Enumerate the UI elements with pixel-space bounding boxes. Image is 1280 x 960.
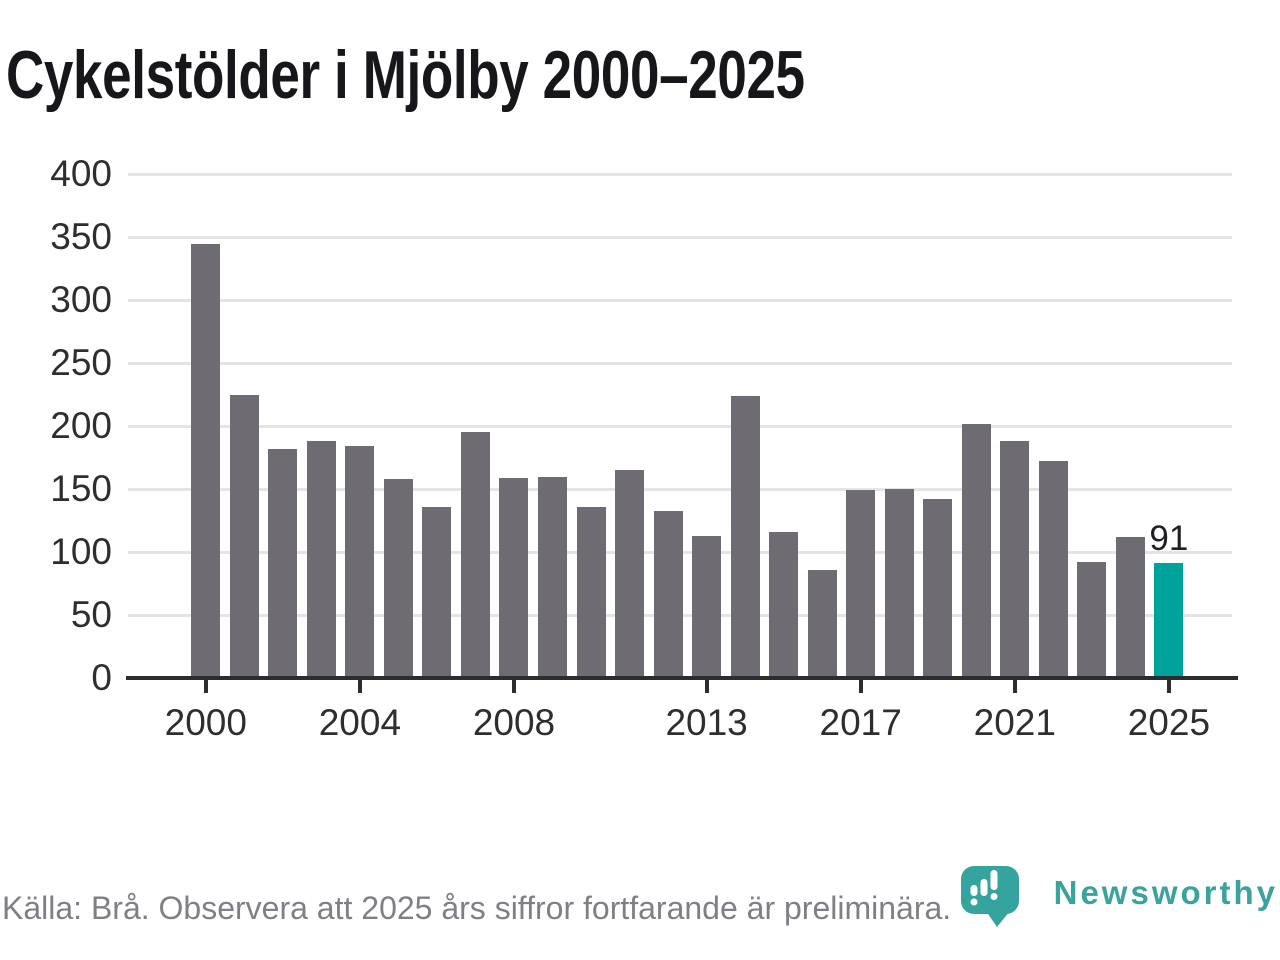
- bar-2022: [1038, 461, 1068, 678]
- bar-2014: [730, 395, 760, 678]
- gridline-y-150: [128, 488, 1232, 492]
- bar-2019: [923, 499, 953, 678]
- bar-2015: [769, 531, 799, 678]
- x-axis-tick-2013: [704, 680, 709, 693]
- x-axis-tick-2025: [1166, 680, 1171, 693]
- y-axis-tick-label: 350: [50, 216, 112, 258]
- bar-2012: [653, 510, 683, 678]
- bar-2003: [306, 441, 336, 678]
- y-axis-tick-label: 200: [50, 405, 112, 447]
- y-axis-tick-label: 300: [50, 279, 112, 321]
- gridline-y-300: [128, 299, 1232, 303]
- gridline-y-350: [128, 236, 1232, 240]
- bar-2011: [615, 470, 645, 678]
- bar-2008: [499, 477, 529, 678]
- bar-2010: [576, 506, 606, 678]
- bar-2023: [1077, 562, 1107, 678]
- newsworthy-wordmark: Newsworthy: [1053, 874, 1278, 911]
- y-axis-tick-label: 250: [50, 342, 112, 384]
- gridline-y-200: [128, 425, 1232, 429]
- bar-2018: [884, 489, 914, 678]
- x-axis-tick-2004: [357, 680, 362, 693]
- bar-2007: [460, 432, 490, 678]
- highlight-value-label: 91: [1149, 519, 1189, 559]
- x-axis-tick-label: 2017: [819, 702, 902, 743]
- y-axis-tick-label: 0: [91, 657, 112, 698]
- bar-2001: [229, 394, 259, 678]
- bar-2013: [692, 535, 722, 678]
- bar-2021: [1000, 441, 1030, 678]
- y-axis-tick-label: 150: [50, 468, 112, 510]
- x-axis-tick-label: 2025: [1127, 702, 1211, 743]
- bar-2017: [846, 490, 876, 678]
- x-axis-tick-label: 2013: [665, 702, 748, 743]
- source-note: Källa: Brå. Observera att 2025 års siffr…: [2, 890, 952, 926]
- x-axis-line: [126, 676, 1238, 680]
- y-axis-tick-label: 400: [50, 153, 112, 195]
- x-axis-tick-label: 2004: [318, 702, 402, 743]
- y-axis-tick-label: 50: [70, 594, 112, 636]
- x-axis-tick-label: 2021: [973, 702, 1056, 743]
- bar-2016: [807, 569, 837, 678]
- bar-2005: [383, 479, 413, 678]
- bar-2004: [345, 446, 375, 678]
- page-title: Cykelstölder i Mjölby 2000–2025: [6, 37, 805, 113]
- bar-2020: [961, 423, 991, 678]
- bar-2024: [1115, 536, 1145, 678]
- bar-2025-highlighted: [1154, 563, 1184, 678]
- x-axis-tick-2021: [1012, 680, 1017, 693]
- x-axis-tick-label: 2008: [472, 702, 556, 743]
- bar-2002: [268, 448, 298, 678]
- x-axis-tick-2000: [203, 680, 208, 693]
- x-axis-tick-2017: [858, 680, 863, 693]
- bar-2006: [422, 506, 452, 678]
- gridline-y-250: [128, 362, 1232, 366]
- x-axis-tick-2008: [511, 680, 516, 693]
- y-axis-tick-label: 100: [50, 531, 112, 573]
- newsworthy-pin-barchart-icon: [961, 866, 1019, 927]
- bar-2009: [538, 476, 567, 678]
- gridline-y-400: [128, 173, 1232, 177]
- x-axis-tick-label: 2000: [164, 702, 247, 743]
- bar-2000: [191, 243, 221, 678]
